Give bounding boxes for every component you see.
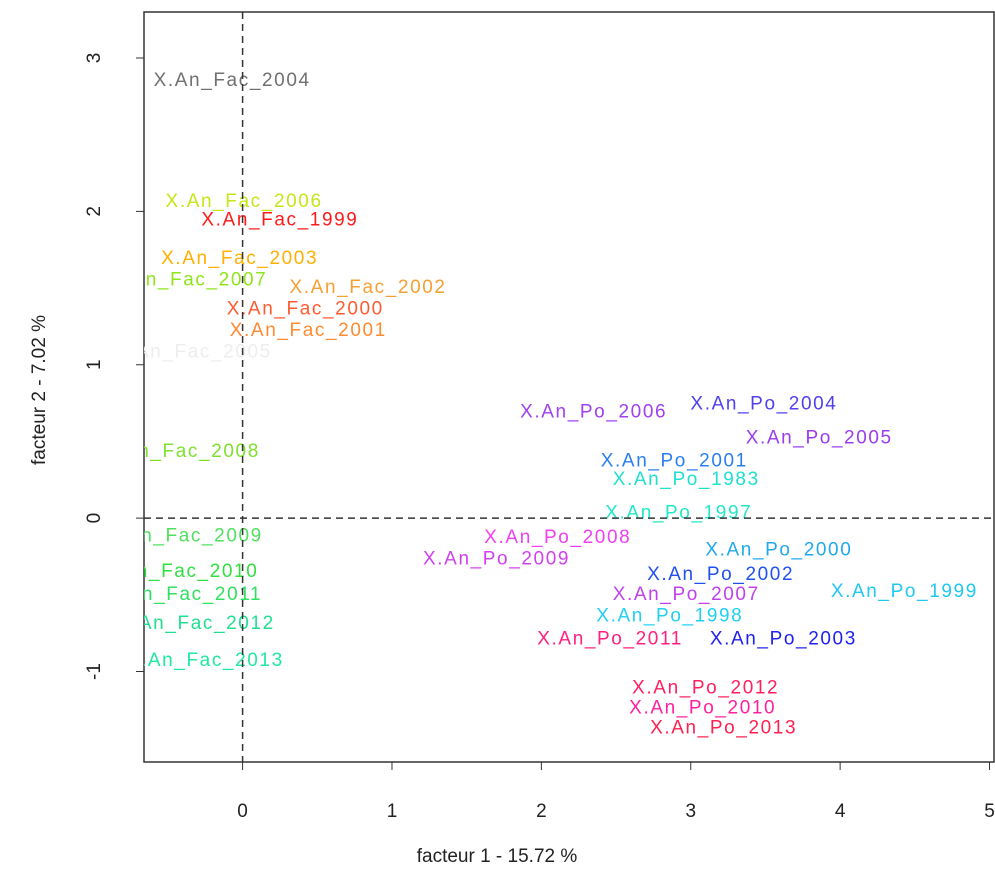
x-tick-label: 3 — [685, 801, 696, 822]
x-tick-label: 1 — [387, 801, 398, 822]
point-label: X.An_Fac_2013 — [127, 650, 284, 671]
y-tick-label: -1 — [84, 663, 105, 680]
point-label: X.An_Fac_2012 — [118, 613, 275, 634]
point-label: X.An_Po_1999 — [831, 581, 978, 602]
x-tick-label: 5 — [984, 801, 995, 822]
point-label: X.An_Fac_2008 — [103, 441, 260, 462]
point-label: X.An_Fac_2010 — [101, 561, 258, 582]
point-label: X.An_Po_2011 — [537, 628, 683, 649]
point-label: X.An_Po_1998 — [596, 605, 743, 626]
y-tick-label: 2 — [84, 206, 105, 217]
x-tick-label: 2 — [536, 801, 547, 822]
plot-frame — [143, 11, 995, 763]
point-label: X.An_Fac_2004 — [154, 70, 311, 91]
x-tick-label: 4 — [835, 801, 846, 822]
point-label: X.An_Po_2005 — [746, 427, 893, 448]
point-label: X.An_Po_2002 — [647, 564, 794, 585]
point-label: X.An_Fac_2011 — [107, 584, 263, 605]
point-label: X.An_Fac_2001 — [230, 320, 387, 341]
point-label: X.An_Po_2012 — [632, 677, 779, 698]
y-tick-label: 1 — [84, 359, 105, 370]
point-label: X.An_Po_2000 — [705, 539, 852, 560]
x-axis-title: facteur 1 - 15.72 % — [417, 846, 578, 867]
point-label: X.An_Fac_2000 — [227, 299, 384, 320]
point-label: X.An_Po_2001 — [601, 450, 748, 471]
point-label: X.An_Po_2004 — [690, 394, 837, 415]
point-label: X.An_Po_1997 — [605, 503, 752, 524]
x-tick-label: 0 — [237, 801, 248, 822]
y-tick-label: 3 — [84, 53, 105, 64]
point-label: X.An_Fac_2009 — [106, 526, 263, 547]
point-label: X.An_Po_2007 — [613, 584, 760, 605]
point-label: X.An_Fac_2002 — [290, 277, 447, 298]
point-label: X.An_Po_2008 — [484, 527, 631, 548]
point-label: X.An_Po_2013 — [650, 717, 797, 738]
point-label: X.An_Fac_2005 — [115, 342, 272, 363]
point-label: X.An_Po_1983 — [613, 469, 760, 490]
point-label: X.An_Po_2006 — [520, 401, 667, 422]
point-label: X.An_Po_2010 — [629, 697, 776, 718]
point-label: X.An_Po_2003 — [710, 628, 857, 649]
point-label: X.An_Po_2009 — [423, 549, 570, 570]
point-label: X.An_Fac_1999 — [201, 210, 358, 231]
y-axis-title: facteur 2 - 7.02 % — [29, 315, 50, 465]
point-label: X.An_Fac_2003 — [161, 248, 318, 269]
y-tick-label: 0 — [84, 513, 105, 524]
point-label: X.An_Fac_2006 — [166, 191, 323, 212]
point-label: X.An_Fac_2007 — [110, 269, 267, 290]
